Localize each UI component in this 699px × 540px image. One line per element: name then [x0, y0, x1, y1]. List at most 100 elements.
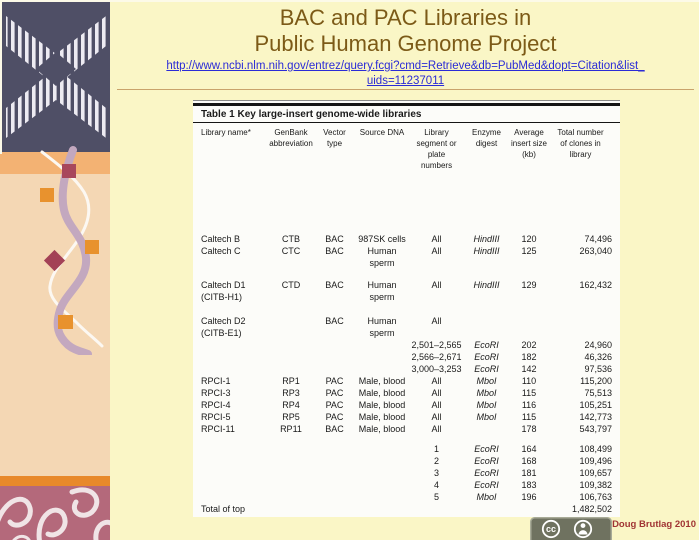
table-cell: 120 — [521, 234, 537, 244]
table-cell: 1 — [433, 444, 439, 454]
table-cell: 110 — [521, 376, 537, 386]
divider-line — [117, 89, 694, 90]
table-cell: RPCI-4 — [201, 400, 231, 410]
table-cell — [268, 455, 314, 467]
table-cell: PAC — [325, 400, 344, 410]
table-cell: 178 — [521, 424, 537, 434]
table-cell: Male, blood — [358, 388, 406, 398]
table-cell — [464, 503, 509, 515]
table-cell: 24,960 — [584, 340, 612, 350]
table-cell: 46,326 — [584, 352, 612, 362]
table-cell: 74,496 — [584, 234, 612, 244]
table-cell — [201, 443, 268, 455]
table-cell: BAC — [325, 424, 344, 434]
column-header: Source DNA — [359, 128, 405, 137]
table-cell: 2,501–2,565 — [411, 340, 462, 350]
table-cell: PAC — [325, 388, 344, 398]
table-panel: Table 1 Key large-insert genome-wide lib… — [193, 100, 620, 517]
column-header: Library segment or plate numbers — [416, 128, 457, 170]
table-cell: 115,200 — [580, 376, 612, 386]
column-header: Average insert size (kb) — [510, 128, 547, 159]
pubmed-link[interactable]: http://www.ncbi.nlm.nih.gov/entrez/query… — [112, 59, 699, 88]
column-header: GenBank abbreviation — [269, 128, 313, 148]
table-cell — [314, 363, 355, 375]
table-cell: All — [431, 234, 442, 244]
table-cell: HindIII — [473, 280, 500, 290]
table-cell: 105,251 — [579, 400, 612, 410]
table-cell: EcoRI — [474, 340, 499, 350]
table-cell — [268, 339, 314, 351]
table-cell — [314, 467, 355, 479]
orange-square — [40, 188, 54, 202]
table-cell: All — [431, 388, 442, 398]
cc-license-badge[interactable]: cc BY — [530, 517, 612, 540]
table-cell: 4 — [433, 480, 439, 490]
table-row: 4 EcoRI 183 109,382 — [201, 479, 612, 491]
table-cell: RP11 — [280, 424, 302, 434]
table-cell — [355, 491, 409, 503]
table-cell — [355, 467, 409, 479]
table-cell: 181 — [521, 468, 537, 478]
table-cell: Caltech B — [201, 234, 241, 244]
table-cell: Human sperm — [367, 316, 397, 338]
table-cell: BAC — [325, 246, 344, 256]
table-row: Caltech D2 (CITB-E1) BAC Human sperm All — [201, 315, 612, 339]
table-cell: 129 — [521, 280, 537, 290]
table-cell — [314, 479, 355, 491]
table-cell: RP3 — [282, 388, 300, 398]
table-row: 3,000–3,253 EcoRI 142 97,536 — [201, 363, 612, 375]
table-cell: 183 — [521, 480, 537, 490]
table-cell — [314, 491, 355, 503]
url-line-1[interactable]: http://www.ncbi.nlm.nih.gov/entrez/query… — [166, 60, 645, 72]
orange-square — [58, 315, 73, 329]
slide-left-border — [0, 0, 2, 154]
table-cell: 196 — [521, 492, 537, 502]
paisley-pattern — [0, 486, 110, 540]
table-row: 1 EcoRI 164 108,499 — [201, 443, 612, 455]
table-row: Caltech B CTB BAC 987SK cells All HindIII 120 7… — [201, 233, 612, 245]
table-cell: HindIII — [473, 246, 500, 256]
row-spacer — [201, 435, 612, 443]
table-cell: MboI — [476, 400, 497, 410]
table-cell — [201, 351, 268, 363]
table-cell: CTC — [281, 246, 301, 256]
table-cell: MboI — [476, 376, 497, 386]
url-line-2[interactable]: uids=11237011 — [366, 74, 445, 87]
table-cell: All — [431, 412, 442, 422]
table-cell: 202 — [521, 340, 537, 350]
table-cell — [201, 467, 268, 479]
table-cell: All — [431, 246, 442, 256]
table-cell: BAC — [325, 280, 344, 290]
table-cell: 2,566–2,671 — [411, 352, 462, 362]
table-cell: Male, blood — [358, 424, 406, 434]
table-cell: Caltech D2 (CITB-E1) — [201, 316, 246, 338]
table-cell: CTB — [282, 234, 300, 244]
table-cell: RPCI-1 — [201, 376, 231, 386]
table-cell: 543,797 — [579, 424, 612, 434]
table-cell: 142 — [521, 364, 537, 374]
table-row: 5 MboI 196 106,763 — [201, 491, 612, 503]
sidebar-orange-bar — [0, 476, 110, 486]
table-cell: 109,657 — [579, 468, 612, 478]
table-cell — [201, 479, 268, 491]
table-cell: Caltech D1 (CITB-H1) — [201, 280, 246, 302]
table-row: RPCI-5 RP5 PAC Male, blood All MboI 115 142,773 — [201, 411, 612, 423]
title-line-2: Public Human Genome Project — [254, 31, 557, 56]
table-cell — [314, 455, 355, 467]
table-cell: RPCI-11 — [201, 424, 235, 434]
table-cell: EcoRI — [474, 364, 499, 374]
table-cell: 263,040 — [579, 246, 612, 256]
table-cell: 115 — [521, 412, 537, 422]
red-diamond — [43, 249, 66, 272]
table-top-rule — [193, 103, 620, 106]
table-cell: 182 — [521, 352, 537, 362]
svg-text:cc: cc — [546, 524, 556, 534]
table-row: 2,566–2,671 EcoRI 182 46,326 — [201, 351, 612, 363]
table-cell — [268, 315, 314, 339]
table-cell: 109,496 — [579, 456, 612, 466]
table-cell — [355, 455, 409, 467]
table-cell: 106,763 — [579, 492, 612, 502]
table-cell — [549, 315, 612, 339]
page-title: BAC and PAC Libraries in Public Human Ge… — [112, 5, 699, 57]
table-header: Library name* GenBank abbreviation Vector … — [193, 123, 620, 171]
